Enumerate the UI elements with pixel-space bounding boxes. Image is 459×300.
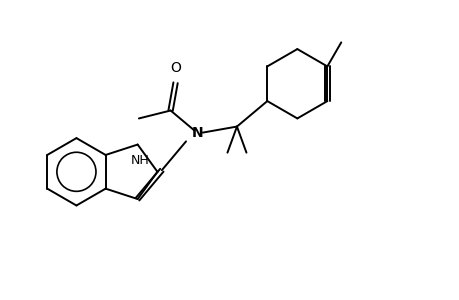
Text: O: O (170, 61, 180, 75)
Text: N: N (192, 126, 203, 140)
Text: NH: NH (131, 154, 150, 167)
